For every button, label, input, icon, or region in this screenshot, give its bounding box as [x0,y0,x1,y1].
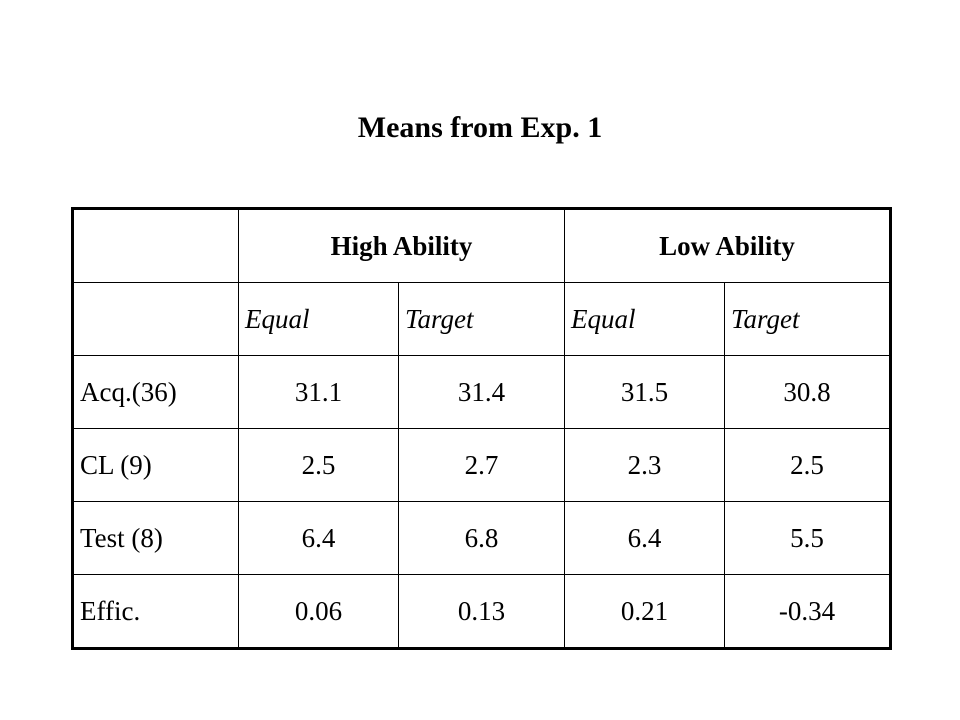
table-cell: 2.5 [724,428,893,502]
group-header-row: High Ability Low Ability [71,207,893,283]
table-cell: 31.1 [238,355,399,429]
corner-cell [71,207,239,283]
table-cell: 6.4 [238,501,399,575]
means-table: High Ability Low Ability Equal Target Eq… [71,207,893,650]
subheader-low-equal: Equal [564,282,726,356]
table-cell: 5.5 [724,501,893,575]
table-cell: 30.8 [724,355,893,429]
row-label: Acq.(36) [71,355,239,429]
subheader-high-target: Target [397,282,566,356]
subheader-empty-cell [71,282,239,356]
table-cell: 0.06 [238,574,399,650]
table-cell: 2.3 [564,428,726,502]
row-label: Effic. [71,574,239,650]
table-cell: 0.13 [397,574,566,650]
table-cell: 31.4 [397,355,566,429]
table-cell: 6.8 [397,501,566,575]
subheader-row: Equal Target Equal Target [71,282,893,356]
table-cell: 0.21 [564,574,726,650]
group-header-low-ability: Low Ability [564,207,893,283]
subheader-high-equal: Equal [238,282,399,356]
group-header-high-ability: High Ability [237,207,566,283]
row-label: Test (8) [71,501,239,575]
table-cell: 2.5 [238,428,399,502]
table-cell: 6.4 [564,501,726,575]
table-cell: 2.7 [397,428,566,502]
table-cell: 31.5 [564,355,726,429]
table-row-acq: Acq.(36) 31.1 31.4 31.5 30.8 [71,355,893,429]
table-row-effic: Effic. 0.06 0.13 0.21 -0.34 [71,574,893,650]
row-label: CL (9) [71,428,239,502]
table-row-test: Test (8) 6.4 6.8 6.4 5.5 [71,501,893,575]
table-row-cl: CL (9) 2.5 2.7 2.3 2.5 [71,428,893,502]
slide-title: Means from Exp. 1 [357,111,603,144]
table-cell: -0.34 [724,574,893,650]
subheader-low-target: Target [724,282,893,356]
